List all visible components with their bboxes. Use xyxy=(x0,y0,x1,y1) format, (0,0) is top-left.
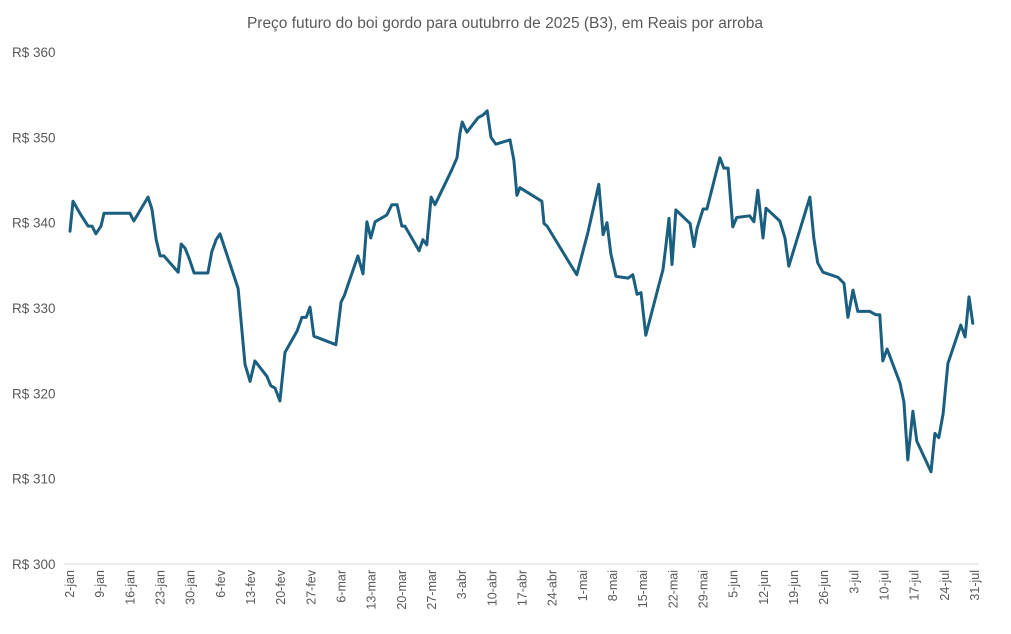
x-tick-label: 17-abr xyxy=(516,570,530,606)
x-tick-label: 8-mai xyxy=(606,570,620,601)
x-tick-label: 6-fev xyxy=(214,569,228,598)
x-tick-label: 10-jul xyxy=(878,570,892,601)
x-tick-label: 24-abr xyxy=(546,570,560,606)
y-tick-label: R$ 350 xyxy=(12,130,56,145)
x-tick-label: 12-jun xyxy=(757,570,771,605)
x-tick-label: 13-mar xyxy=(365,570,379,610)
x-tick-label: 3-jul xyxy=(847,570,861,594)
x-tick-label: 26-jun xyxy=(817,570,831,605)
x-tick-label: 9-jan xyxy=(93,570,107,598)
x-tick-label: 22-mai xyxy=(666,570,680,608)
y-tick-label: R$ 320 xyxy=(12,386,56,401)
x-tick-label: 30-jan xyxy=(184,570,198,605)
y-tick-label: R$ 340 xyxy=(12,216,56,231)
x-tick-label: 5-jun xyxy=(727,570,741,598)
x-tick-label: 20-fev xyxy=(274,569,288,604)
x-tick-label: 2-jan xyxy=(63,570,77,598)
x-tick-label: 1-mai xyxy=(576,570,590,601)
x-tick-label: 15-mai xyxy=(636,570,650,608)
x-tick-label: 27-fev xyxy=(304,569,318,604)
x-tick-label: 17-jul xyxy=(908,570,922,601)
chart-title: Preço futuro do boi gordo para outubrro … xyxy=(247,15,763,32)
x-tick-label: 27-mar xyxy=(425,570,439,610)
x-tick-label: 24-jul xyxy=(938,570,952,601)
x-tick-label: 3-abr xyxy=(455,570,469,599)
x-tick-label: 20-mar xyxy=(395,570,409,610)
x-tick-label: 19-jun xyxy=(787,570,801,605)
y-tick-label: R$ 360 xyxy=(12,45,56,60)
x-tick-label: 10-abr xyxy=(485,570,499,606)
y-tick-label: R$ 330 xyxy=(12,301,56,316)
x-tick-label: 23-jan xyxy=(154,570,168,605)
series-line xyxy=(68,109,975,474)
x-tick-label: 31-jul xyxy=(968,570,982,601)
x-tick-label: 29-mai xyxy=(697,570,711,608)
y-tick-label: R$ 310 xyxy=(12,472,56,487)
x-tick-label: 6-mar xyxy=(335,570,349,603)
y-tick-label: R$ 300 xyxy=(12,557,56,572)
x-tick-label: 16-jan xyxy=(123,570,137,605)
x-tick-label: 13-fev xyxy=(244,569,258,604)
